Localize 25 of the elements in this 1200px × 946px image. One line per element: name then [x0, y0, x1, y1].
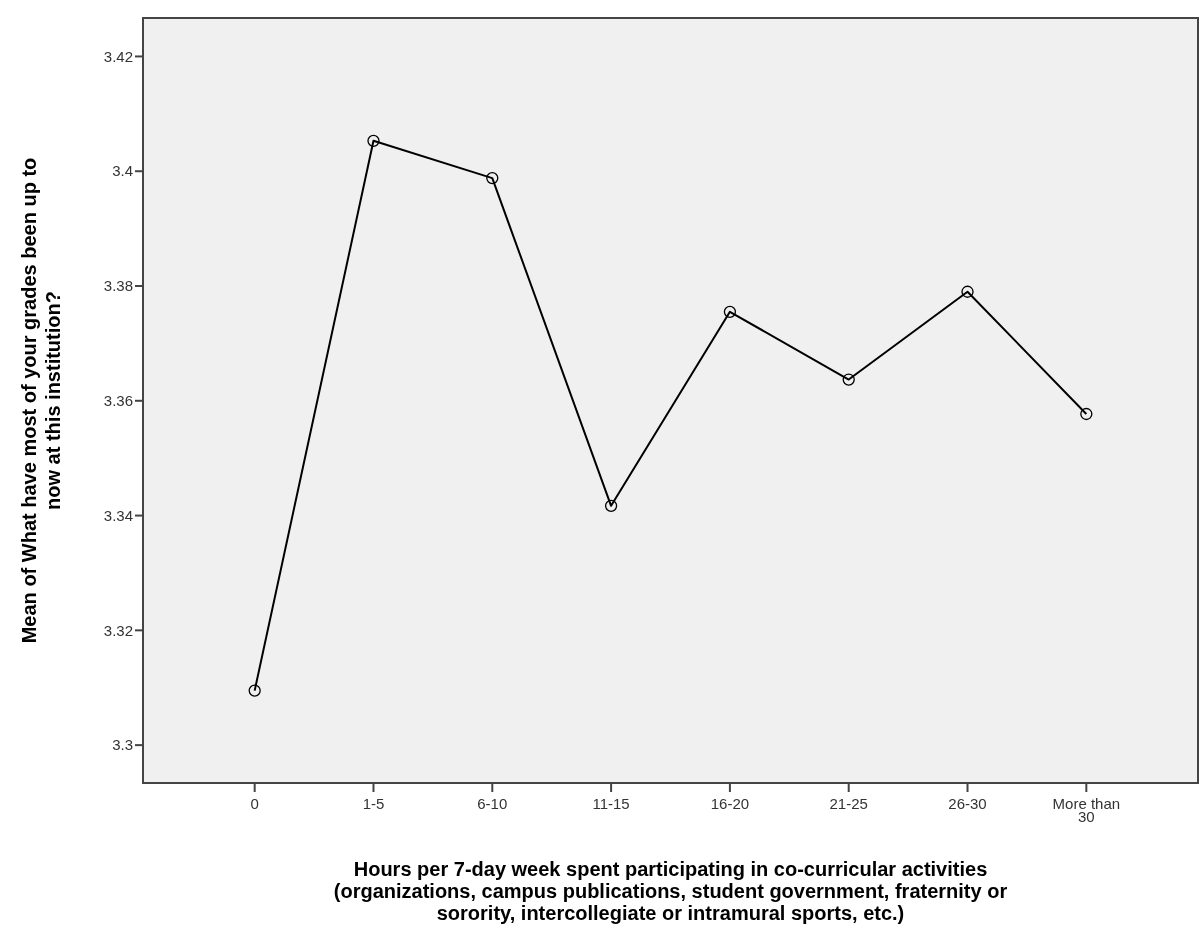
- x-tick-label: 11-15: [592, 795, 630, 812]
- x-axis-title: Hours per 7-day week spent participating in co-curricular activities (organizations, campus publications, student government, fraternity or sorority, intercollegiate or intramural sports, etc.): [333, 858, 1008, 924]
- point: [723, 305, 737, 318]
- y-tick-label: 3.3: [112, 736, 133, 754]
- point: [961, 285, 974, 298]
- y-tick-label: 3.34: [103, 506, 133, 524]
- y-tick-label: 3.42: [103, 47, 133, 65]
- x-tick-label: 16-20: [710, 795, 750, 812]
- y-tick-label: 3.38: [103, 277, 133, 295]
- point: [486, 171, 499, 185]
- point: [248, 684, 261, 697]
- y-axis-title: Mean of What have most of your grades been up to now at this institution?: [18, 157, 64, 644]
- x-tick-label: 0: [250, 795, 259, 812]
- x-tick-label: More than 30: [1052, 795, 1121, 825]
- x-tick-label: 21-25: [829, 795, 868, 812]
- point: [604, 499, 618, 512]
- y-tick-label: 3.4: [112, 162, 133, 180]
- point: [842, 373, 855, 386]
- x-tick-label: 1-5: [362, 795, 385, 812]
- point: [1080, 407, 1093, 421]
- point: [367, 134, 380, 147]
- x-tick-label: 26-30: [948, 795, 987, 812]
- y-tick-label: 3.36: [103, 392, 133, 410]
- y-tick-label: 3.32: [103, 621, 133, 639]
- x-tick-label: 6-10: [477, 795, 508, 812]
